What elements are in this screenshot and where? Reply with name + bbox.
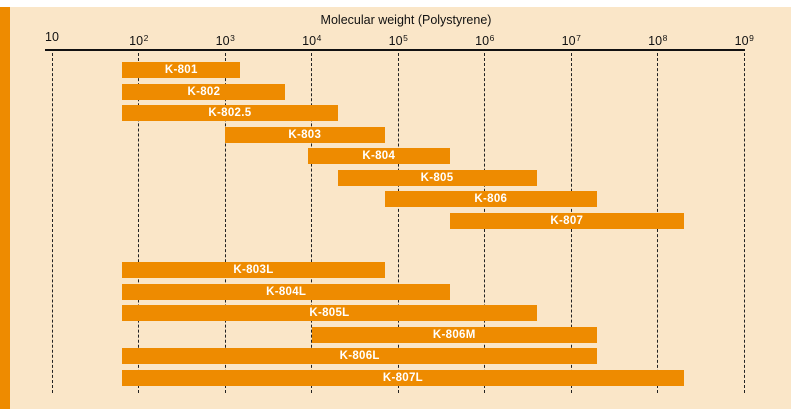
- bar-k-806: K-806: [384, 191, 598, 207]
- x-tick-label-10e3: 103: [215, 33, 235, 49]
- bar-k-805: K-805: [337, 169, 537, 186]
- bar-k-804: K-804: [307, 148, 451, 164]
- bar-label: K-803L: [233, 264, 274, 276]
- bar-k-805l: K-805L: [122, 305, 537, 321]
- x-tick-exponent: 4: [316, 33, 322, 43]
- bar-k-803: K-803: [225, 126, 385, 143]
- bar-label: K-803: [288, 128, 322, 141]
- bar-label: K-805L: [309, 307, 350, 319]
- x-tick-label-10e4: 104: [302, 33, 322, 49]
- bar-label: K-802.5: [208, 107, 252, 119]
- bar-label: K-805: [420, 171, 454, 184]
- bar-label: K-807: [550, 214, 584, 227]
- left-accent-stripe: [0, 7, 10, 409]
- x-tick-exponent: 3: [230, 33, 235, 43]
- bar-k-804l: K-804L: [122, 283, 451, 300]
- x-axis-line: [45, 49, 745, 51]
- x-tick-exponent: 7: [576, 33, 581, 43]
- bar-k-806m: K-806M: [311, 326, 598, 343]
- x-tick-label-10e5: 105: [388, 33, 408, 49]
- x-tick-exponent: 9: [749, 33, 754, 43]
- x-tick-label-10e9: 109: [734, 33, 754, 49]
- gridline-10e3: [224, 53, 226, 393]
- chart-title: Molecular weight (Polystyrene): [320, 13, 492, 27]
- bar-k-801: K-801: [122, 62, 241, 78]
- bar-label: K-804: [362, 150, 396, 162]
- x-tick-exponent: 5: [403, 33, 408, 43]
- bar-label: K-802: [187, 85, 221, 98]
- bar-k-803l: K-803L: [122, 262, 385, 278]
- x-tick-exponent: 8: [662, 33, 668, 43]
- x-tick-exponent: 2: [143, 33, 149, 43]
- bar-k-802-5: K-802.5: [122, 105, 338, 121]
- x-tick-exponent: 6: [489, 33, 495, 43]
- gridline-10e2: [138, 53, 139, 393]
- bar-label: K-801: [164, 64, 198, 76]
- gridline-10e5: [397, 53, 399, 393]
- bar-k-806l: K-806L: [122, 348, 598, 364]
- bar-k-807: K-807: [450, 212, 684, 229]
- bar-k-807l: K-807L: [122, 369, 684, 386]
- x-tick-label-10e8: 108: [648, 33, 668, 49]
- x-tick-label-10e7: 107: [561, 33, 581, 49]
- x-tick-label-10: 10: [45, 30, 59, 44]
- x-tick-label-10e6: 106: [475, 33, 495, 49]
- gridline-10: [51, 53, 53, 393]
- bar-label: K-806: [474, 193, 508, 205]
- bar-label: K-807L: [382, 371, 423, 384]
- bar-k-802: K-802: [122, 83, 286, 100]
- gridline-10e4: [311, 53, 312, 393]
- x-tick-label-10e2: 102: [129, 33, 149, 49]
- bar-label: K-804L: [266, 285, 307, 298]
- gridline-10e9: [743, 53, 745, 393]
- bar-label: K-806L: [339, 350, 380, 362]
- bar-label: K-806M: [432, 328, 476, 341]
